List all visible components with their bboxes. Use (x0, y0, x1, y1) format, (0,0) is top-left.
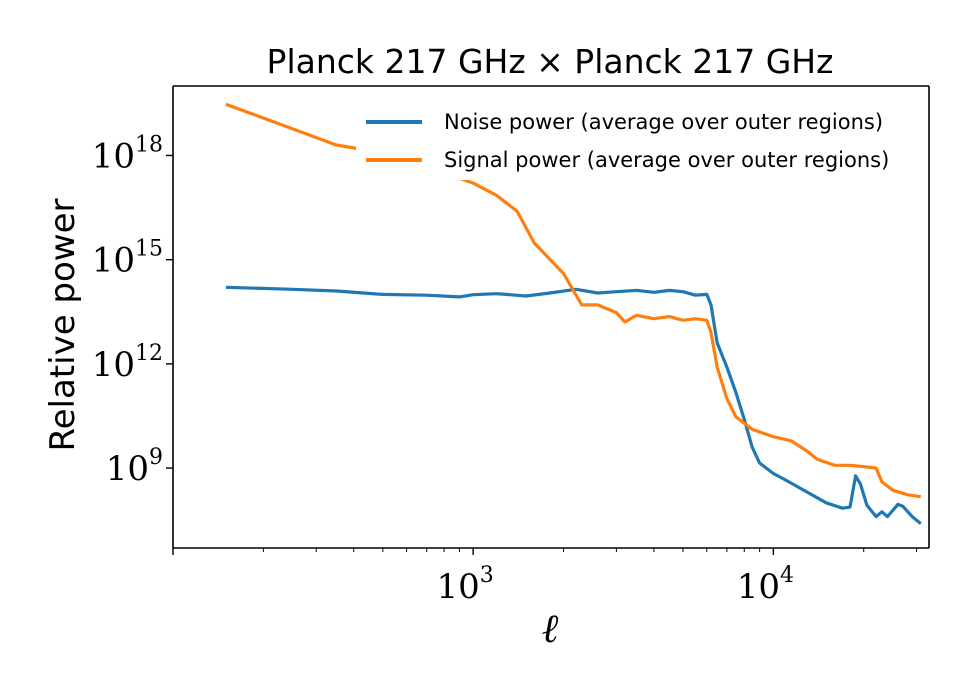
legend-box (356, 100, 912, 180)
y-tick-label: 1015 (92, 237, 163, 281)
noise-power-line (225, 285, 922, 525)
x-tick-label: 103 (437, 563, 494, 607)
legend-label-noise: Noise power (average over outer regions) (444, 110, 883, 134)
y-tick-label: 109 (106, 445, 163, 489)
plot-area: 103 104 109 1012 1015 1018 (92, 85, 930, 607)
y-tick-label: 1018 (92, 132, 163, 176)
signal-power-line (225, 102, 922, 499)
x-axis-label: ℓ (542, 606, 559, 652)
y-tick-label: 1012 (92, 341, 163, 385)
y-axis-label: Relative power (43, 198, 83, 451)
chart-title: Planck 217 GHz × Planck 217 GHz (267, 42, 834, 81)
legend: Noise power (average over outer regions)… (356, 100, 912, 180)
x-tick-label: 104 (737, 563, 794, 607)
legend-label-signal: Signal power (average over outer regions… (444, 148, 889, 172)
